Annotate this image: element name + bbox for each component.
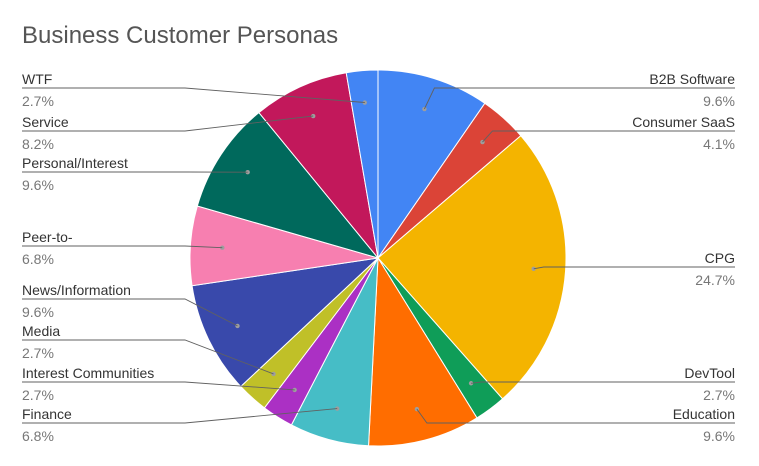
leader-line-finance [22, 408, 338, 424]
slice-label-news-information: News/Information [22, 282, 131, 298]
leader-dot-devtool [468, 381, 474, 386]
leader-line-service [22, 115, 314, 132]
slice-label-consumer-saas: Consumer SaaS [632, 114, 735, 130]
pie-slices [189, 69, 567, 447]
slice-label-cpg: CPG [705, 250, 735, 266]
slice-label-personal-interest: Personal/Interest [22, 155, 128, 171]
leader-dot-finance [335, 406, 340, 411]
slice-percent-service: 8.2% [22, 136, 54, 152]
slice-label-finance: Finance [22, 406, 72, 422]
slice-percent-interest-communities: 2.7% [22, 387, 54, 403]
slice-label-peer-to: Peer-to- [22, 229, 73, 245]
slice-label-devtool: DevTool [684, 365, 735, 381]
leader-line-media [22, 339, 274, 375]
leader-line-cpg [533, 266, 735, 270]
slice-percent-education: 9.6% [703, 428, 735, 444]
slice-label-b2b-software: B2B Software [649, 71, 735, 87]
leader-line-consumer-saas [482, 130, 735, 143]
leader-dot-media [271, 371, 276, 377]
slice-percent-b2b-software: 9.6% [703, 93, 735, 109]
leader-line-wtf [22, 87, 365, 103]
slice-label-interest-communities: Interest Communities [22, 365, 154, 381]
slice-label-service: Service [22, 114, 69, 130]
slice-percent-devtool: 2.7% [703, 387, 735, 403]
pie-slice-education [368, 256, 478, 447]
pie-slice-b2b-software [377, 69, 486, 260]
pie-slice-cpg [377, 134, 567, 400]
pie-slice-personal-interest [196, 111, 380, 259]
slice-label-education: Education [673, 406, 735, 422]
leader-line-b2b-software [423, 87, 735, 110]
slice-percent-media: 2.7% [22, 345, 54, 361]
slice-percent-news-information: 9.6% [22, 304, 54, 320]
leader-line-news-information [22, 298, 238, 327]
slice-label-media: Media [22, 323, 60, 339]
slice-percent-finance: 6.8% [22, 428, 54, 444]
leader-line-education [416, 408, 735, 424]
chart-title: Business Customer Personas [22, 22, 339, 49]
pie-slice-news-information [191, 257, 380, 388]
slice-percent-consumer-saas: 4.1% [703, 136, 735, 152]
slice-percent-cpg: 24.7% [695, 272, 735, 288]
slice-labels: B2B Software 9.6% Consumer SaaS 4.1% CPG 24.7… [22, 71, 735, 444]
leader-line-interest-communities [22, 381, 295, 391]
leader-lines [22, 87, 735, 424]
slice-label-wtf: WTF [22, 71, 52, 87]
leader-dot-service [311, 113, 316, 119]
leader-dot-b2b-software [422, 106, 427, 112]
leader-line-devtool [471, 381, 735, 384]
pie-slice-wtf [345, 69, 379, 259]
leader-dot-cpg [531, 266, 536, 271]
leader-line-peer-to [22, 245, 223, 249]
slice-percent-wtf: 2.7% [22, 93, 54, 109]
slice-percent-personal-interest: 9.6% [22, 177, 54, 193]
slice-percent-peer-to: 6.8% [22, 251, 54, 267]
